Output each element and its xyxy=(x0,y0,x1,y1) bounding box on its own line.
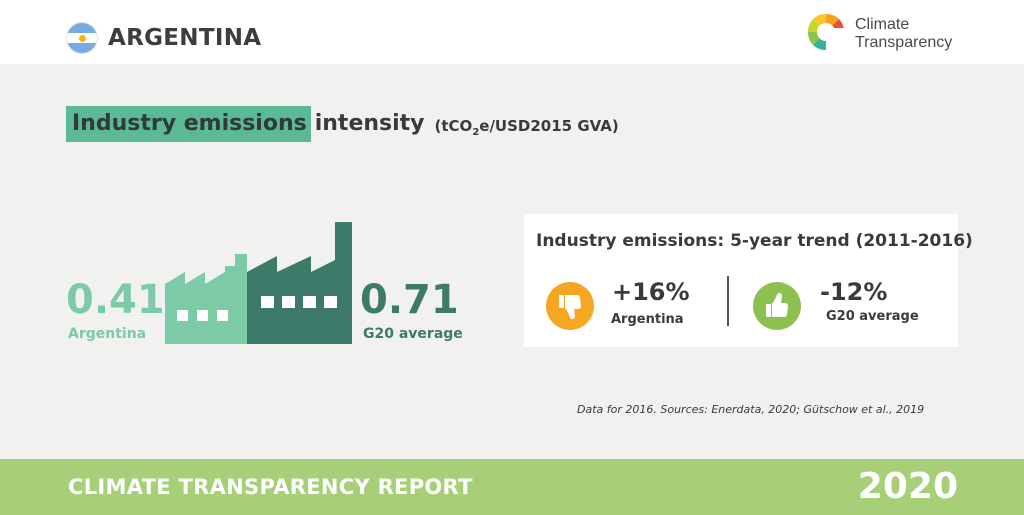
argentina-flag-icon xyxy=(66,22,98,54)
g20-intensity-label: G20 average xyxy=(363,326,463,342)
g20-intensity-value: 0.71 xyxy=(360,277,459,323)
divider xyxy=(727,276,729,326)
thumbs-down-icon xyxy=(546,282,594,330)
climate-transparency-logo-icon xyxy=(807,13,846,52)
page-title: Industry emissions intensity (tCO2e/USD201… xyxy=(66,106,619,142)
title-rest: intensity xyxy=(314,111,425,136)
factory-icon xyxy=(165,222,352,344)
g20-trend-value: -12% xyxy=(820,278,888,306)
argentina-intensity-label: Argentina xyxy=(68,326,147,342)
title-unit: (tCO2e/USD2015 GVA) xyxy=(434,117,619,138)
source-note: Data for 2016. Sources: Enerdata, 2020; … xyxy=(577,403,925,416)
trend-title: Industry emissions: 5-year trend (2011-2… xyxy=(536,231,973,251)
footer-title: CLIMATE TRANSPARENCY REPORT xyxy=(68,475,473,499)
header: ARGENTINA Climate Transparency xyxy=(0,0,1024,64)
country-name: ARGENTINA xyxy=(108,25,262,51)
title-highlight: Industry emissions xyxy=(66,106,311,142)
argentina-trend-label: Argentina xyxy=(611,312,684,327)
logo-text: Climate Transparency xyxy=(855,16,953,51)
footer: CLIMATE TRANSPARENCY REPORT 2020 xyxy=(0,459,1024,515)
g20-trend-label: G20 average xyxy=(826,309,919,324)
argentina-intensity-value: 0.41 xyxy=(66,277,165,323)
trend-card: Industry emissions: 5-year trend (2011-2… xyxy=(524,214,973,347)
argentina-trend-value: +16% xyxy=(612,278,690,306)
footer-year: 2020 xyxy=(857,466,958,507)
thumbs-up-icon xyxy=(753,282,801,330)
